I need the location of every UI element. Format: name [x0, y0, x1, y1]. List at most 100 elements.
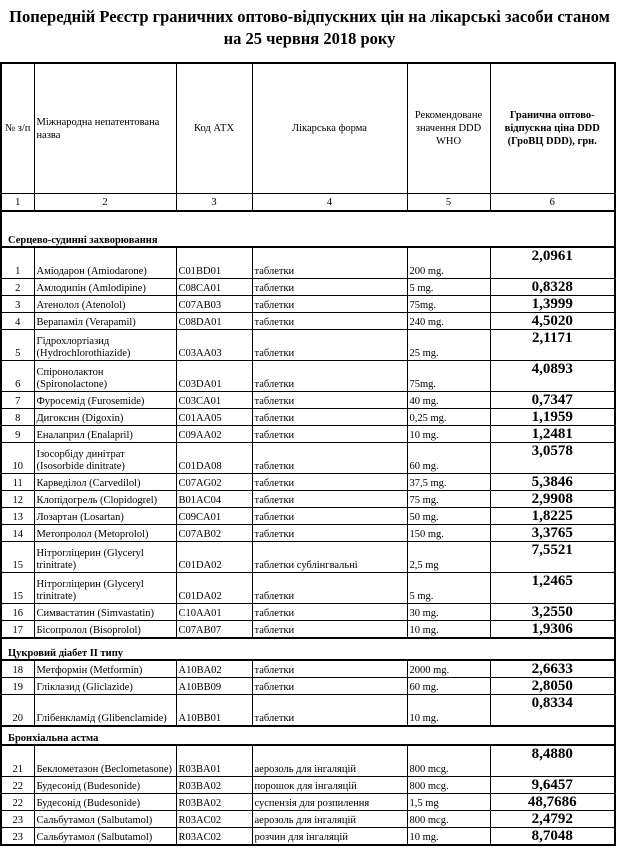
row-number: 16: [0, 603, 35, 621]
price-value: 4,5020: [489, 312, 616, 330]
dosage-form: таблетки сублінгвальні: [251, 541, 408, 573]
row-number: 13: [0, 507, 35, 525]
ddd-value: 150 mg.: [406, 524, 491, 542]
dosage-form: таблетки: [251, 442, 408, 474]
header-price: Гранична оптово-відпускна ціна DDD (ГроВ…: [489, 62, 616, 194]
price-value: 0,7347: [489, 391, 616, 409]
row-number: 20: [0, 694, 35, 727]
dosage-form: таблетки: [251, 694, 408, 727]
table-row: 11 Карведілол (Carvedilol) C07AG02 таблетки…: [0, 473, 616, 491]
row-number: 11: [0, 473, 35, 491]
dosage-form: таблетки: [251, 677, 408, 695]
atc-code: R03AC02: [175, 827, 253, 846]
table-row: 15 Нітрогліцерин (Glyceryl trinitrate) C01…: [0, 541, 616, 573]
drug-name: Беклометазон (Beclometasone): [33, 744, 177, 777]
dosage-form: таблетки: [251, 603, 408, 621]
dosage-form: таблетки: [251, 524, 408, 542]
dosage-form: таблетки: [251, 246, 408, 279]
row-number: 23: [0, 827, 35, 846]
dosage-form: таблетки: [251, 473, 408, 491]
dosage-form: аерозоль для інгаляцій: [251, 810, 408, 828]
drug-name: Карведілол (Carvedilol): [33, 473, 177, 491]
dosage-form: суспензія для розпилення: [251, 793, 408, 811]
ddd-value: 10 mg.: [406, 425, 491, 443]
section-row: Серцево-судинні захворювання: [0, 210, 616, 248]
row-number: 23: [0, 810, 35, 828]
ddd-value: 60 mg.: [406, 442, 491, 474]
row-number: 6: [0, 360, 35, 392]
atc-code: C08CA01: [175, 278, 253, 296]
ddd-value: 1,5 mg: [406, 793, 491, 811]
ddd-value: 75mg.: [406, 360, 491, 392]
dosage-form: таблетки: [251, 329, 408, 361]
dosage-form: порошок для інгаляцій: [251, 776, 408, 794]
column-number: 6: [489, 193, 616, 212]
dosage-form: таблетки: [251, 507, 408, 525]
table-row: 7 Фуросемід (Furosemide) C03CA01 таблетки 40…: [0, 391, 616, 409]
ddd-value: 50 mg.: [406, 507, 491, 525]
row-number: 4: [0, 312, 35, 330]
atc-code: C01AA05: [175, 408, 253, 426]
atc-code: C07AB03: [175, 295, 253, 313]
atc-code: R03BA02: [175, 793, 253, 811]
ddd-value: 30 mg.: [406, 603, 491, 621]
ddd-value: 800 mcg.: [406, 810, 491, 828]
section-title: Бронхіальна астма: [0, 725, 616, 746]
atc-code: A10BA02: [175, 659, 253, 678]
drug-name: Аміодарон (Amiodarone): [33, 246, 177, 279]
table-row: 6 Спіронолактон (Spironolactone) C03DA01 та…: [0, 360, 616, 392]
row-number: 8: [0, 408, 35, 426]
table-row: 14 Метопролол (Metoprolol) C07AB02 таблетки…: [0, 524, 616, 542]
dosage-form: таблетки: [251, 408, 408, 426]
row-number: 3: [0, 295, 35, 313]
header-ddd: Рекомендоване значення DDD WHO: [406, 62, 491, 194]
price-value: 1,1959: [489, 408, 616, 426]
drug-name: Спіронолактон (Spironolactone): [33, 360, 177, 392]
drug-name: Сальбутамол (Salbutamol): [33, 827, 177, 846]
atc-code: C03DA01: [175, 360, 253, 392]
atc-code: B01AC04: [175, 490, 253, 508]
price-value: 1,2465: [489, 572, 616, 604]
price-value: 3,0578: [489, 442, 616, 474]
price-value: 9,6457: [489, 776, 616, 794]
drug-name: Бісопролол (Bisoprolol): [33, 620, 177, 639]
drug-name: Метформін (Metformin): [33, 659, 177, 678]
column-number: 5: [406, 193, 491, 212]
ddd-value: 10 mg.: [406, 827, 491, 846]
ddd-value: 5 mg.: [406, 278, 491, 296]
header-name: Міжнародна непатентована назва: [33, 62, 177, 194]
table-row: 1 Аміодарон (Amiodarone) C01BD01 таблетки 20…: [0, 246, 616, 279]
row-number: 5: [0, 329, 35, 361]
table-row: 18 Метформін (Metformin) A10BA02 таблетки 20…: [0, 659, 616, 678]
drug-name: Сальбутамол (Salbutamol): [33, 810, 177, 828]
atc-code: C01DA08: [175, 442, 253, 474]
dosage-form: таблетки: [251, 278, 408, 296]
ddd-value: 75 mg.: [406, 490, 491, 508]
drug-name: Нітрогліцерин (Glyceryl trinitrate): [33, 541, 177, 573]
table-row: 22 Будесонід (Budesonide) R03BA02 порошок д…: [0, 776, 616, 794]
table-row: 22 Будесонід (Budesonide) R03BA02 суспензія…: [0, 793, 616, 811]
ddd-value: 37,5 mg.: [406, 473, 491, 491]
ddd-value: 240 mg.: [406, 312, 491, 330]
drug-name: Глібенкламід (Glibenclamide): [33, 694, 177, 727]
atc-code: C01DA02: [175, 541, 253, 573]
atc-code: A10BB01: [175, 694, 253, 727]
table-row: 2 Амлодипін (Amlodipine) C08CA01 таблетки 5 …: [0, 278, 616, 296]
dosage-form: таблетки: [251, 490, 408, 508]
price-value: 1,2481: [489, 425, 616, 443]
table-row: 13 Лозартан (Losartan) C09CA01 таблетки 50 m…: [0, 507, 616, 525]
header-atc: Код АТХ: [175, 62, 253, 194]
row-number: 2: [0, 278, 35, 296]
row-number: 14: [0, 524, 35, 542]
row-number: 17: [0, 620, 35, 639]
drug-name: Лозартан (Losartan): [33, 507, 177, 525]
table-row: 5 Гідрохлортіазид (Hydrochlorothiazide) C0…: [0, 329, 616, 361]
dosage-form: таблетки: [251, 425, 408, 443]
atc-code: C03CA01: [175, 391, 253, 409]
ddd-value: 10 mg.: [406, 694, 491, 727]
header-number: № з/п: [0, 62, 35, 194]
atc-code: C08DA01: [175, 312, 253, 330]
ddd-value: 60 mg.: [406, 677, 491, 695]
drug-name: Клопідогрель (Clopidogrel): [33, 490, 177, 508]
table-row: 3 Атенолол (Atenolol) C07AB03 таблетки 75mg.…: [0, 295, 616, 313]
